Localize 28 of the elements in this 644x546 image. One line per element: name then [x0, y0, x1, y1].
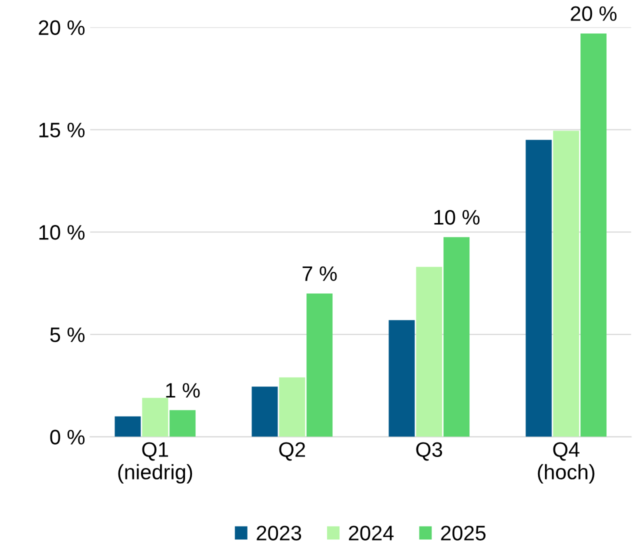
bar	[114, 416, 141, 437]
x-tick-label: Q4 (hoch)	[538, 442, 594, 484]
bar	[279, 377, 306, 437]
data-label: 1 %	[166, 383, 200, 398]
x-tick-label: Q1 (niedrig)	[118, 442, 192, 484]
bar	[580, 33, 607, 437]
x-tick-label: Q3	[416, 442, 442, 461]
y-tick-label: 20 %	[38, 20, 85, 36]
y-tick-label: 5 %	[50, 328, 85, 342]
bar	[416, 266, 442, 437]
legend-label: 2023	[256, 526, 302, 540]
bar	[252, 386, 278, 437]
y-tick-label: 15 %	[39, 122, 85, 138]
bar	[553, 130, 580, 437]
bar	[142, 398, 168, 437]
y-tick-label: 10 %	[39, 225, 85, 240]
y-tick-label: 0 %	[50, 430, 85, 445]
data-label: 7 %	[302, 266, 337, 281]
data-label: 10 %	[434, 210, 480, 225]
legend-label: 2024	[348, 526, 394, 540]
bar	[170, 410, 196, 437]
bar	[388, 320, 415, 437]
bar	[526, 140, 552, 437]
bar	[444, 237, 470, 437]
data-label: 20 %	[570, 6, 617, 21]
x-tick-label: Q2	[279, 442, 305, 461]
legend-label: 2025	[441, 526, 486, 540]
bar	[306, 293, 333, 437]
